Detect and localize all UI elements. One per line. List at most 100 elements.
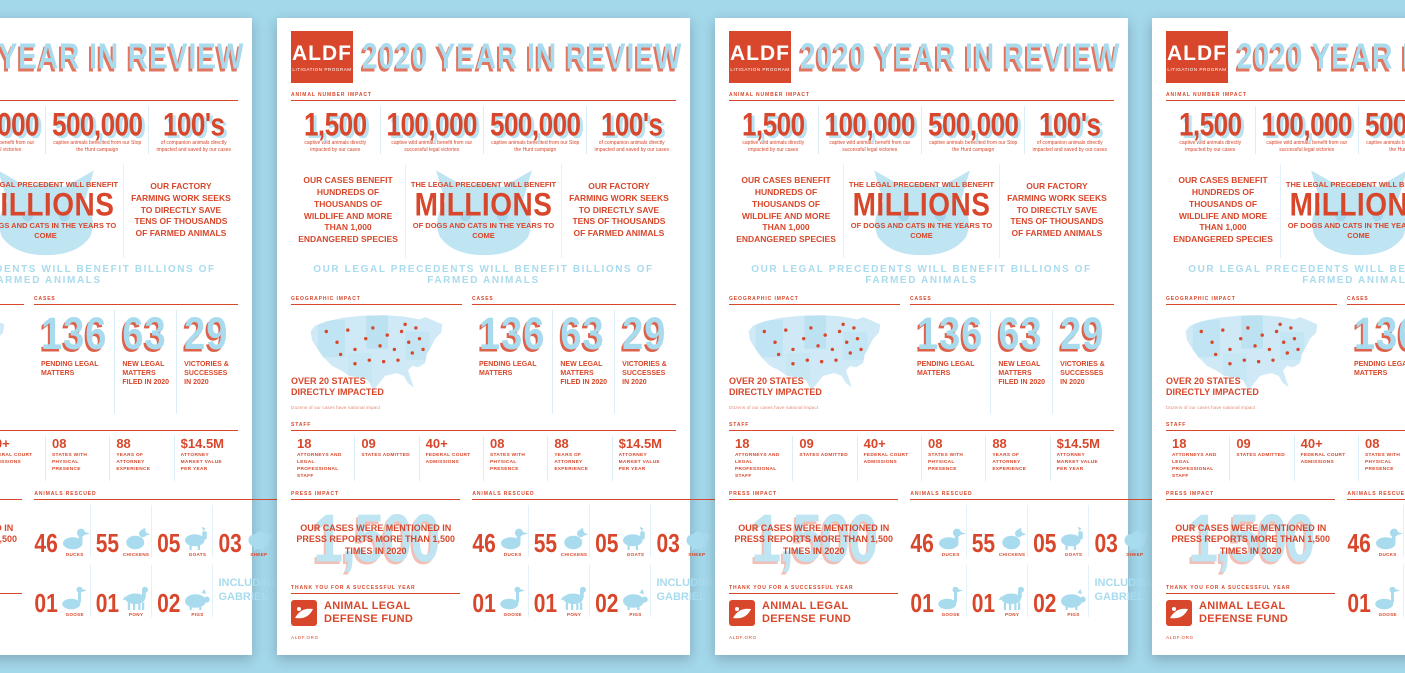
geographic-impact-section: GEOGRAPHIC IMPACT (0, 296, 34, 414)
cases-section: CASES 136 PENDING LEGAL MATTERS 63 NEW L… (909, 296, 1114, 414)
goose-icon (62, 586, 87, 609)
rescued-animal-name: GOATS (188, 551, 207, 557)
staff-caption: ATTORNEYS AND LEGAL PROFESSIONAL STAFF (1172, 452, 1217, 479)
cases-stats: 136 PENDING LEGAL MATTERS 63 NEW LEGAL M… (34, 309, 238, 414)
rescued-value: 01 (971, 589, 996, 618)
chicken-icon (564, 527, 589, 549)
staff-stat: 09 STATES ADMITTED (1229, 435, 1293, 481)
aldf-program-logo: ALDF LITIGATION PROGRAM (291, 31, 353, 83)
benefit-pre-text: THE LEGAL PRECEDENT WILL BENEFIT (410, 179, 557, 189)
dogs-cats-benefit: THE LEGAL PRECEDENT WILL BENEFIT MILLION… (843, 163, 1000, 258)
poster-header: ALDF LITIGATION PROGRAM 2020 YEAR IN REV… (729, 30, 1119, 84)
section-label-press: PRESS IMPACT (291, 491, 461, 500)
rescued-icon-stack: GOOSE (1373, 585, 1403, 617)
staff-value: 09 (799, 435, 814, 451)
section-label-animal-impact: ANIMAL NUMBER IMPACT (0, 92, 238, 101)
staff-stat: 40+ FEDERAL COURT ADMISSIONS (856, 435, 921, 481)
benefit-big-text: MILLIONS (414, 186, 553, 223)
staff-value: 08 (51, 435, 67, 451)
impact-stat: 100,000 captive wild animals benefit fro… (1254, 106, 1358, 154)
footer-url: ALDF.ORG (729, 634, 757, 640)
section-label-thanks: THANK YOU FOR A SUCCESSFUL YEAR (729, 585, 899, 594)
cases-section: CASES 136 PENDING LEGAL MATTERS 63 NEW L… (1346, 296, 1405, 414)
press-impact-box: 1,500 OUR CASES WERE MENTIONED IN PRESS … (1166, 505, 1335, 575)
stat-caption: of companion animals directly impacted a… (156, 140, 231, 153)
logo-subtitle: LITIGATION PROGRAM (730, 66, 790, 72)
press-impact-section: PRESS IMPACT 1,500 OUR CASES WERE MENTIO… (729, 491, 899, 640)
cat-icon (0, 170, 94, 255)
bottom-row: PRESS IMPACT 1,500 OUR CASES WERE MENTIO… (1166, 491, 1405, 640)
rescued-animal-name: SHEEP (688, 551, 706, 557)
aldf-program-logo: ALDF LITIGATION PROGRAM (729, 31, 791, 83)
benefit-pre-text: THE LEGAL PRECEDENT WILL BENEFIT (0, 179, 119, 189)
staff-stat: $14.5M ATTORNEY MARKET VALUE PER YEAR (611, 435, 676, 481)
animals-rescued-section: ANIMALS RESCUED 46 DUCKS 55 (34, 491, 280, 640)
rescued-icon-stack: DUCKS (1373, 525, 1403, 557)
rescued-animal-name: PONY (129, 611, 144, 617)
rescued-animal-name: GOOSE (1378, 611, 1397, 617)
poster-title: 2020 YEAR IN REVIEW (1237, 36, 1405, 77)
staff-stat: 08 STATES WITH PHYSICAL PRESENCE (1357, 435, 1405, 481)
staff-value: 18 (1172, 435, 1187, 451)
staff-caption: ATTORNEYS AND LEGAL PROFESSIONAL STAFF (297, 452, 342, 479)
including-gabriel-note: INCLUDING GABRIEL (218, 576, 280, 603)
rescued-value: 02 (1033, 589, 1057, 618)
staff-stat: 40+ FEDERAL COURT ADMISSIONS (0, 436, 45, 481)
rescued-stat: 05 GOATS (151, 504, 212, 557)
impact-stat: 100's of companion animals directly impa… (586, 106, 676, 154)
rescued-animal-name: GOATS (626, 551, 645, 557)
animal-impact-stats: 1,500 captive wild animals directly impa… (1166, 106, 1405, 154)
rescued-value: 03 (218, 529, 242, 558)
rescued-animal-name: CHICKENS (122, 551, 150, 557)
staff-stat: 88 YEARS OF ATTORNEY EXPERIENCE (109, 435, 173, 481)
logo-acronym: ALDF (1167, 41, 1227, 65)
section-label-cases: CASES (909, 296, 1114, 305)
animal-impact-stats: 1,500 captive wild animals directly impa… (0, 106, 238, 154)
duck-icon (1375, 528, 1403, 549)
rescued-value: 03 (656, 529, 680, 558)
org-logo-row: ANIMAL LEGAL DEFENSE FUND (1166, 599, 1335, 626)
cases-section: CASES 136 PENDING LEGAL MATTERS 63 NEW L… (471, 296, 676, 414)
benefit-post-text: OF DOGS AND CATS IN THE YEARS TO COME (412, 220, 555, 240)
rescued-animal-name: DUCKS (941, 551, 960, 557)
geo-headline: OVER 20 STATES DIRECTLY IMPACTED (291, 375, 384, 397)
case-caption: PENDING LEGAL MATTERS (916, 360, 975, 377)
rescued-animal-name: PIGS (1067, 611, 1080, 617)
poster-header: ALDF LITIGATION PROGRAM 2020 YEAR IN REV… (1166, 30, 1405, 84)
year-in-review-poster: ALDF LITIGATION PROGRAM 2020 YEAR IN REV… (0, 18, 280, 655)
org-name-line2: DEFENSE FUND (762, 612, 852, 625)
staff-stat: $14.5M ATTORNEY MARKET VALUE PER YEAR (173, 435, 238, 481)
precedents-banner: OUR LEGAL PRECEDENTS WILL BENEFIT BILLIO… (1188, 263, 1405, 286)
geo-cases-row: GEOGRAPHIC IMPACT (0, 296, 238, 414)
chicken-icon (1002, 527, 1027, 549)
impact-stat: 100's of companion animals directly impa… (1024, 106, 1114, 154)
impact-stat: 1,500 captive wild animals directly impa… (1166, 106, 1255, 154)
case-stat: 136 PENDING LEGAL MATTERS (1347, 310, 1405, 414)
logo-subtitle: LITIGATION PROGRAM (1167, 66, 1227, 72)
us-map-icon (310, 314, 443, 390)
animals-grid: 46 DUCKS 55 (910, 504, 1156, 618)
including-gabriel-note: INCLUDING GABRIEL (656, 576, 718, 603)
stat-caption: captive animals benefited from our Stop … (1366, 140, 1405, 153)
staff-caption: STATES WITH PHYSICAL PRESENCE (51, 452, 88, 472)
rescued-icon-stack: GOOSE (936, 585, 966, 617)
impact-stat: 500,000 captive animals benefited from o… (1358, 106, 1405, 154)
case-value: 136 (1353, 309, 1405, 360)
sheep-icon (248, 530, 272, 551)
rescued-icon-stack: SHEEP (682, 525, 712, 557)
section-label-geographic: GEOGRAPHIC IMPACT (291, 296, 462, 305)
rescued-stat: 46 DUCKS (34, 505, 90, 557)
section-label-geographic: GEOGRAPHIC IMPACT (729, 296, 900, 305)
pony-icon (998, 586, 1025, 610)
duck-icon (62, 528, 90, 549)
staff-value: 08 (489, 435, 505, 451)
staff-caption: STATES ADMITTED (1236, 452, 1285, 458)
rescued-stat: 03 SHEEP (650, 504, 716, 558)
geographic-impact-section: GEOGRAPHIC IMPACT (729, 296, 910, 414)
section-label-staff: STAFF (1166, 422, 1405, 431)
rescued-icon-stack: GOOSE (60, 585, 90, 617)
rescued-stat: 46 DUCKS (910, 505, 966, 557)
staff-caption: YEARS OF ATTORNEY EXPERIENCE (992, 452, 1027, 472)
section-label-rescued: ANIMALS RESCUED (910, 491, 1155, 500)
section-label-press: PRESS IMPACT (0, 491, 23, 500)
